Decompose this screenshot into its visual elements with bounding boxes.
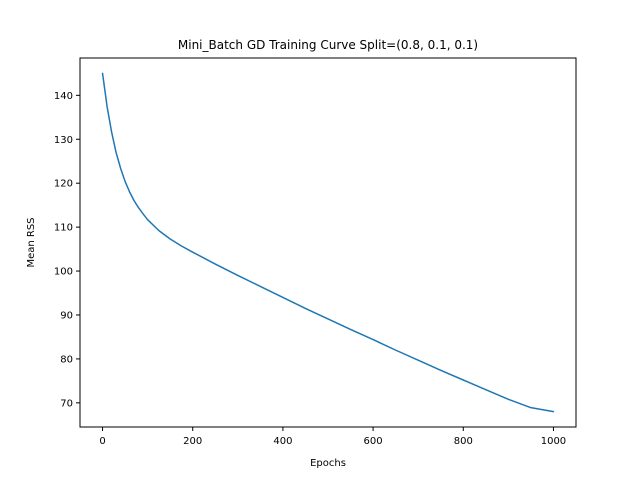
x-tick-label: 1000 — [541, 436, 566, 447]
y-tick-label: 90 — [60, 310, 73, 321]
x-tick-label: 800 — [454, 436, 473, 447]
plot-frame — [79, 57, 577, 428]
x-axis-label: Epochs — [310, 458, 346, 469]
x-tick-label: 600 — [364, 436, 383, 447]
y-tick-label: 140 — [54, 91, 73, 102]
y-tick-label: 100 — [54, 267, 73, 278]
y-tick-label: 80 — [60, 354, 73, 365]
x-tick-label: 400 — [273, 436, 292, 447]
x-tick-label: 200 — [183, 436, 202, 447]
y-axis-label: Mean RSS — [26, 217, 37, 267]
x-tick-label: 0 — [99, 436, 105, 447]
y-tick-label: 70 — [60, 398, 73, 409]
y-tick-label: 110 — [54, 223, 73, 234]
y-axis-ticks: 70 80 90 100 110 120 130 140 — [54, 91, 80, 409]
chart-title: Mini_Batch GD Training Curve Split=(0.8,… — [178, 38, 478, 52]
series-line — [101, 72, 555, 413]
y-tick-label: 120 — [54, 179, 73, 190]
x-axis-ticks: 0 200 400 600 800 1000 — [99, 427, 566, 447]
y-tick-label: 130 — [54, 135, 73, 146]
